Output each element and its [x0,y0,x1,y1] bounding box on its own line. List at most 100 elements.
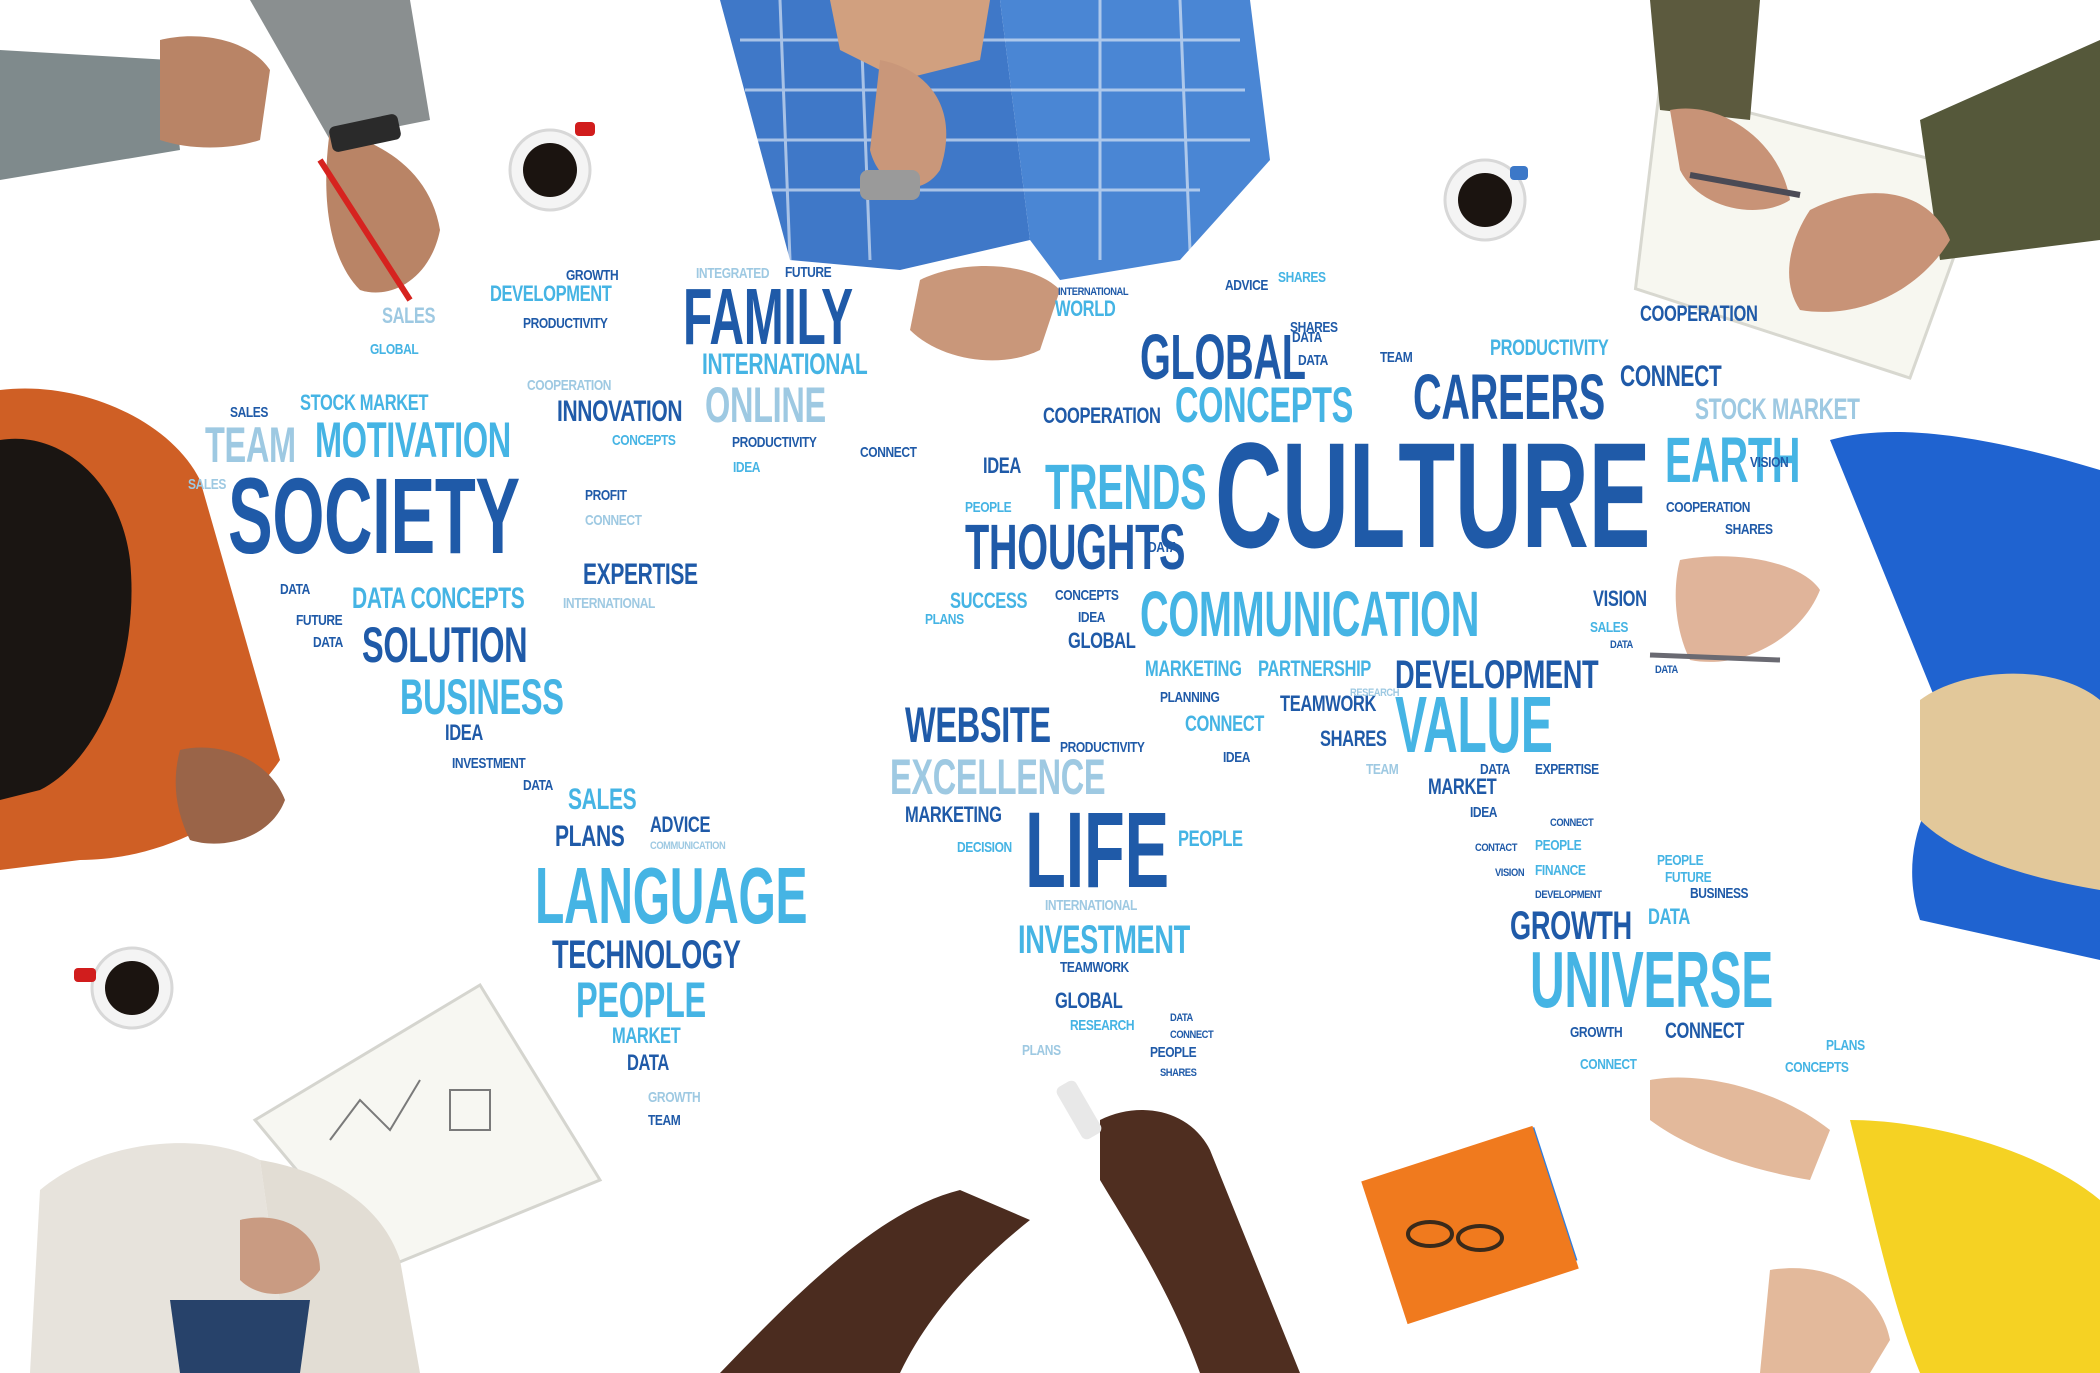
word-plans-4: PLANS [925,611,964,628]
word-development: DEVELOPMENT [1395,653,1599,697]
word-market-2: MARKET [612,1023,681,1048]
word-idea-3: IDEA [1470,804,1498,821]
word-finance: FINANCE [1535,862,1586,879]
word-marketing-2: MARKETING [1145,656,1242,681]
word-idea-4: IDEA [1078,609,1106,626]
word-people: PEOPLE [576,972,706,1028]
word-productivity-2: PRODUCTIVITY [1060,739,1145,756]
word-investment-2: INVESTMENT [452,755,526,772]
word-concepts-4: CONCEPTS [612,432,676,449]
word-life: LIFE [1025,789,1169,910]
coffee-cup-1 [508,122,595,212]
word-earth: EARTH [1665,424,1801,496]
word-data-6: DATA [313,634,343,651]
word-research: RESEARCH [1070,1017,1135,1034]
word-market: MARKET [1428,774,1497,799]
word-data-4: DATA [1298,352,1328,369]
word-international-2: INTERNATIONAL [1045,897,1137,914]
word-trends: TRENDS [1045,451,1207,523]
word-profit: PROFIT [585,487,627,504]
word-shares: SHARES [1320,726,1387,751]
word-people-6: PEOPLE [1657,852,1704,869]
word-connect-4: CONNECT [860,444,917,461]
word-research-2: RESEARCH [1350,687,1400,699]
word-decision: DECISION [957,839,1012,856]
word-online: ONLINE [705,377,826,433]
word-data: DATA [1648,904,1690,929]
coffee-cup-3 [74,946,174,1030]
word-connect-2: CONNECT [1185,711,1264,736]
person-bottom-right [1650,1077,2100,1373]
word-sales-5: SALES [188,476,227,493]
word-stock-market-2: STOCK MARKET [300,390,429,415]
word-society: SOCIETY [228,455,520,576]
word-value: VALUE [1395,680,1553,769]
word-communication: COMMUNICATION [1140,578,1480,650]
word-plans-2: PLANS [1826,1037,1865,1054]
word-international-4: INTERNATIONAL [1058,286,1129,298]
word-cooperation-3: COOPERATION [1666,499,1751,516]
word-vision: VISION [1593,586,1647,611]
word-sales: SALES [568,783,637,816]
coffee-cup-2 [1443,158,1528,242]
word-team-3: TEAM [1366,761,1399,778]
word-marketing: MARKETING [905,802,1002,827]
word-global: GLOBAL [1140,321,1306,393]
word-shares-5: SHARES [1160,1067,1197,1079]
word-global-3: GLOBAL [1055,988,1123,1013]
person-top-right [1633,0,2100,380]
word-team: TEAM [205,417,296,473]
word-cooperation-2: COOPERATION [1640,301,1758,326]
word-growth-3: GROWTH [566,267,619,284]
person-left [0,388,285,870]
word-plan-team: TEAM [1380,349,1413,366]
word-thoughts: THOUGHTS [965,511,1186,583]
word-culture: CULTURE [1215,411,1651,579]
word-global-2: GLOBAL [1068,628,1136,653]
word-sales-2: SALES [382,303,436,328]
word-contact: CONTACT [1475,842,1518,854]
word-shares-3: SHARES [1278,269,1326,286]
word-people-2: PEOPLE [1178,826,1243,851]
word-people-4: PEOPLE [1150,1044,1197,1061]
person-top-left [0,0,440,302]
word-data-5: DATA [280,581,310,598]
word-partnership: PARTNERSHIP [1258,656,1371,681]
word-expertise: EXPERTISE [583,558,698,591]
word-planning: PLANNING [1160,689,1220,706]
word-language: LANGUAGE [535,851,808,940]
word-connect-5: CONNECT [585,512,642,529]
word-future-2: FUTURE [785,264,832,281]
word-international: INTERNATIONAL [702,348,868,381]
word-concepts-3: CONCEPTS [1055,587,1119,604]
word-advice-2: ADVICE [1225,277,1268,294]
word-data-concepts: DATA CONCEPTS [352,582,525,615]
word-future: FUTURE [296,612,343,629]
person-top-center [720,0,1270,361]
word-idea-5: IDEA [733,459,761,476]
word-teamwork-2: TEAMWORK [1060,959,1129,976]
word-connect: CONNECT [1620,360,1722,393]
word-future-3: FUTURE [1665,869,1712,886]
word-productivity-4: PRODUCTIVITY [732,434,817,451]
word-business: BUSINESS [400,669,564,725]
word-data-8: DATA [1292,329,1322,346]
word-idea-6: IDEA [1223,749,1251,766]
word-website: WEBSITE [905,697,1051,753]
word-sales-3: SALES [1590,619,1629,636]
word-connect-6: CONNECT [1170,1029,1214,1041]
word-data-2: DATA [627,1050,669,1075]
hands-bottom-center [720,1080,1300,1373]
word-plans-3: PLANS [1022,1042,1061,1059]
word-shares-4: SHARES [1290,319,1338,336]
word-expertise-2: EXPERTISE [1535,761,1599,778]
word-stock-market: STOCK MARKET [1695,393,1860,426]
word-sales-4: SALES [230,404,269,421]
word-success: SUCCESS [950,588,1028,613]
word-development-2: DEVELOPMENT [490,281,612,306]
word-business-2: BUSINESS [1690,885,1749,902]
word-people-3: PEOPLE [1535,837,1582,854]
word-people-5: PEOPLE [965,499,1012,516]
word-vision-2: VISION [1750,454,1789,471]
